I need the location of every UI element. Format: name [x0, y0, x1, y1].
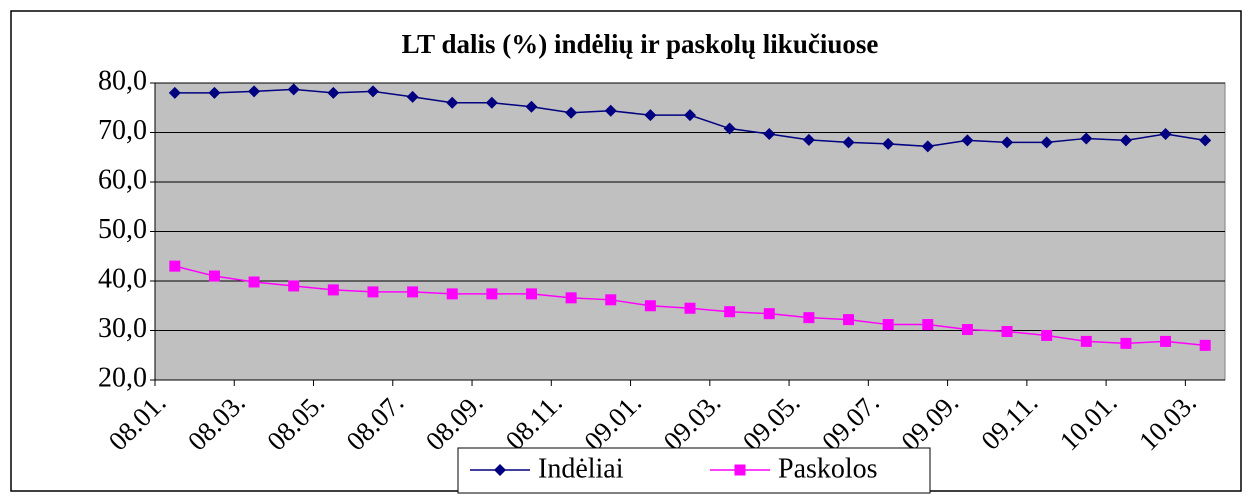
data-point: [1080, 335, 1092, 347]
legend-box: [457, 447, 931, 494]
data-point: [208, 270, 220, 282]
data-point: [684, 109, 696, 122]
legend-marker: [494, 464, 506, 476]
data-point: [605, 294, 617, 306]
data-point: [803, 312, 815, 324]
data-point: [367, 286, 379, 298]
data-point: [921, 140, 934, 153]
legend: Indėliai Paskolos: [457, 447, 931, 494]
data-point: [1199, 339, 1211, 351]
data-point: [169, 260, 181, 272]
data-point: [763, 127, 776, 140]
data-point: [684, 302, 696, 314]
data-point: [446, 96, 459, 109]
data-point: [1040, 136, 1053, 149]
data-point: [168, 86, 181, 99]
legend-marker: [734, 464, 746, 476]
legend-label: Indėliai: [538, 453, 624, 484]
data-point: [1041, 329, 1053, 341]
y-tick-label: 30,0: [98, 313, 147, 344]
data-point: [565, 106, 578, 119]
data-point: [1120, 337, 1132, 349]
data-point: [327, 284, 339, 296]
data-point: [1160, 335, 1172, 347]
data-point: [366, 85, 379, 98]
data-point: [525, 288, 537, 300]
data-point: [922, 319, 934, 331]
data-point: [248, 85, 261, 98]
data-point: [248, 276, 260, 288]
data-point: [1001, 136, 1014, 149]
data-point: [1119, 134, 1132, 147]
y-tick-label: 20,0: [98, 362, 147, 393]
y-tick-label: 70,0: [98, 115, 147, 146]
y-tick-label: 60,0: [98, 164, 147, 195]
data-point: [644, 300, 656, 312]
data-point: [961, 134, 974, 147]
data-point: [802, 133, 815, 146]
data-point: [288, 280, 300, 292]
y-tick-label: 40,0: [98, 263, 147, 294]
data-point: [961, 324, 973, 336]
y-tick-label: 80,0: [98, 65, 147, 96]
data-point: [407, 286, 419, 298]
chart-title: LT dalis (%) indėlių ir paskolų likučiuo…: [402, 29, 879, 59]
data-point: [724, 306, 736, 318]
data-point: [1159, 127, 1172, 140]
data-point: [763, 308, 775, 320]
data-point: [882, 137, 895, 150]
data-point: [406, 90, 419, 103]
data-point: [327, 86, 340, 99]
data-point: [842, 136, 855, 149]
data-point: [208, 86, 221, 99]
y-tick-label: 50,0: [98, 214, 147, 245]
data-point: [287, 83, 300, 96]
data-point: [882, 319, 894, 331]
data-point: [565, 292, 577, 304]
data-point: [525, 100, 538, 113]
data-point: [1001, 325, 1013, 337]
data-point: [446, 288, 458, 300]
legend-label: Paskolos: [778, 453, 878, 484]
data-point: [485, 96, 498, 109]
data-point: [644, 109, 657, 122]
data-point: [1080, 132, 1093, 145]
data-point: [486, 288, 498, 300]
data-point: [843, 314, 855, 326]
data-point: [604, 104, 617, 117]
data-point: [1199, 134, 1212, 147]
data-point: [723, 122, 736, 135]
